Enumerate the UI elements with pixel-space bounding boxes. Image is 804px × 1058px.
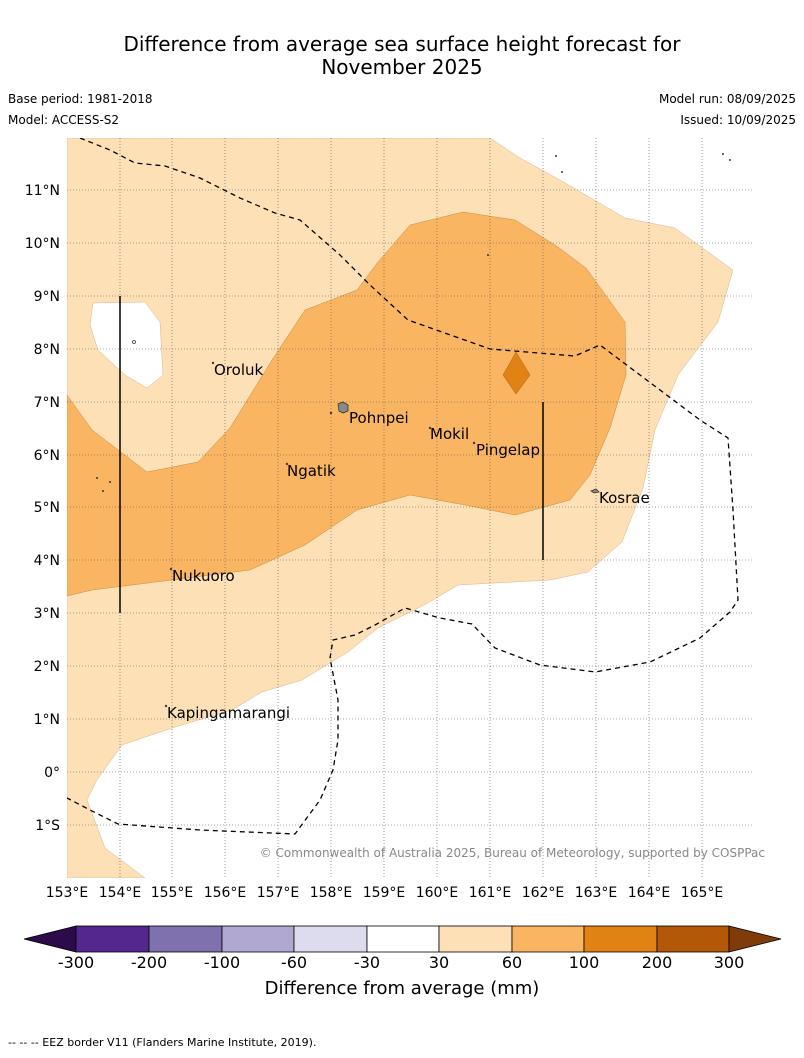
title-line-2: November 2025 xyxy=(321,55,483,79)
colorbar-segment xyxy=(148,925,223,953)
lon-tick-label: 162°E xyxy=(522,885,565,901)
model-run: Model run: 08/09/2025 xyxy=(658,92,796,106)
lon-tick-label: 163°E xyxy=(575,885,618,901)
lat-tick-label: 6°N xyxy=(34,448,60,464)
chart-title: Difference from average sea surface heig… xyxy=(0,33,804,79)
lon-tick-label: 153°E xyxy=(46,885,89,901)
colorbar-segment xyxy=(656,925,730,953)
kosrae-island xyxy=(590,488,600,494)
colorbar-label: -60 xyxy=(280,953,308,972)
contour-white-hole xyxy=(89,301,164,389)
colorbar-segment xyxy=(511,925,585,953)
label-oroluk: Oroluk xyxy=(214,361,263,379)
contour-dark xyxy=(502,351,531,395)
lat-tick-label: 11°N xyxy=(25,183,60,199)
lat-tick-label: 4°N xyxy=(34,553,60,569)
pohnpei-island xyxy=(337,401,349,414)
lat-tick-label: 2°N xyxy=(34,659,60,675)
lat-tick-label: 1°S xyxy=(35,818,60,834)
colorbar-title: Difference from average (mm) xyxy=(264,978,540,999)
lon-tick-label: 165°E xyxy=(681,885,724,901)
colorbar-label: 60 xyxy=(501,953,523,972)
colorbar-extend-low xyxy=(23,925,77,953)
lat-tick-label: 8°N xyxy=(34,342,60,358)
lat-tick-label: 1°N xyxy=(34,712,60,728)
colorbar-segment xyxy=(583,925,658,953)
colorbar-label: -30 xyxy=(353,953,381,972)
lon-tick-label: 155°E xyxy=(151,885,194,901)
lon-tick-labels: 153°E 154°E 155°E 156°E 157°E 158°E 159°… xyxy=(46,885,724,901)
lon-tick-label: 156°E xyxy=(204,885,247,901)
label-kosrae: Kosrae xyxy=(599,489,650,507)
label-kapingamarangi: Kapingamarangi xyxy=(167,704,290,722)
lon-tick-label: 159°E xyxy=(363,885,406,901)
lon-tick-label: 164°E xyxy=(628,885,671,901)
colorbar xyxy=(23,925,782,953)
lat-tick-label: 10°N xyxy=(25,236,60,252)
lon-tick-label: 158°E xyxy=(310,885,353,901)
model-name: Model: ACCESS-S2 xyxy=(8,113,120,127)
colorbar-segment xyxy=(293,925,368,953)
eez-legend-note: -- -- -- EEZ border V11 (Flanders Marine… xyxy=(8,1036,317,1049)
colorbar-label: 300 xyxy=(713,953,745,972)
eez-borders xyxy=(67,138,739,835)
lon-tick-label: 157°E xyxy=(257,885,300,901)
colorbar-label: 30 xyxy=(428,953,450,972)
title-line-1: Difference from average sea surface heig… xyxy=(123,32,681,56)
issued-date: Issued: 10/09/2025 xyxy=(680,113,796,127)
lon-tick-label: 160°E xyxy=(416,885,459,901)
lon-tick-label: 161°E xyxy=(469,885,512,901)
colorbar-segment xyxy=(75,925,150,953)
label-ngatik: Ngatik xyxy=(287,462,336,480)
label-nukuoro: Nukuoro xyxy=(172,567,235,585)
copyright-text: © Commonwealth of Australia 2025, Bureau… xyxy=(260,846,765,860)
gridlines xyxy=(67,138,753,878)
colorbar-segment xyxy=(366,925,440,953)
colorbar-label: 200 xyxy=(641,953,673,972)
lat-tick-label: 5°N xyxy=(34,500,60,516)
islands xyxy=(96,152,732,708)
label-pohnpei: Pohnpei xyxy=(349,409,409,427)
lat-tick-label: 3°N xyxy=(34,606,60,622)
lat-tick-label: 0° xyxy=(44,765,60,781)
lat-tick-label: 9°N xyxy=(34,289,60,305)
map-area xyxy=(67,138,753,878)
lat-tick-labels: 11°N 10°N 9°N 8°N 7°N 6°N 5°N 4°N 3°N 2°… xyxy=(25,183,60,834)
lat-tick-label: 7°N xyxy=(34,395,60,411)
label-mokil: Mokil xyxy=(430,425,469,443)
colorbar-extend-high xyxy=(728,925,782,953)
colorbar-label: -300 xyxy=(57,953,95,972)
colorbar-label: -200 xyxy=(130,953,168,972)
colorbar-segment xyxy=(221,925,295,953)
colorbar-segment xyxy=(438,925,513,953)
lon-tick-label: 154°E xyxy=(99,885,142,901)
colorbar-label: 100 xyxy=(568,953,600,972)
base-period: Base period: 1981-2018 xyxy=(8,92,153,106)
label-pingelap: Pingelap xyxy=(476,441,540,459)
colorbar-label: -100 xyxy=(203,953,241,972)
